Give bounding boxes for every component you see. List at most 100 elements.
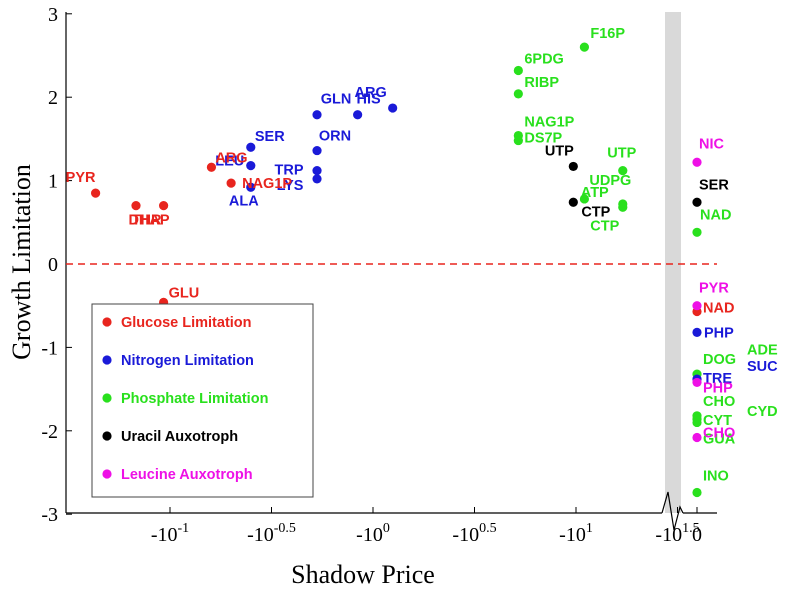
series-uracil: UTP CTP SER: [545, 143, 730, 220]
point-label: INO: [703, 469, 729, 485]
point-label: PYR: [699, 281, 729, 297]
legend-marker: [102, 317, 112, 327]
legend-box: [91, 303, 314, 498]
point-label: NAD: [703, 301, 734, 317]
data-point: [618, 165, 628, 176]
legend-label: Glucose Limitation: [121, 315, 252, 331]
series-phosphate: F16P6PDGRIBPNAG1PDS7PUTPATPCTPUDPGNADDOG…: [513, 26, 736, 498]
data-point: [312, 165, 322, 176]
legend-label: Nitrogen Limitation: [121, 353, 254, 369]
point-label: TRP: [275, 163, 304, 179]
y-tick-label: -2: [41, 421, 58, 443]
data-point: [513, 89, 523, 99]
data-point: [246, 182, 256, 192]
y-tick-label: -1: [41, 337, 58, 359]
point-label: NAG1P: [242, 176, 292, 192]
data-point: [312, 174, 322, 184]
point-label: ORN: [319, 129, 351, 145]
extra-label: CYD: [747, 404, 778, 420]
point-label: PHP: [704, 325, 734, 341]
point-label: CTP: [590, 218, 619, 234]
data-point: [312, 145, 322, 156]
x-axis-title: Shadow Price: [291, 560, 435, 589]
data-point: [513, 135, 523, 146]
point-label: ARG: [355, 85, 387, 101]
x-tick-label: -100.5: [452, 521, 496, 546]
data-point: [692, 157, 702, 167]
axes-layer: 3 2 1 0 -1 -2 -3 -101.5 -101 -100.5 -100 -10-0.5 -10…: [7, 4, 717, 589]
point-label: DHAP: [128, 213, 169, 229]
data-point: [513, 65, 523, 76]
point-label: UDPG: [589, 173, 631, 189]
y-tick-label: 2: [48, 87, 58, 109]
data-point: [90, 188, 101, 198]
y-tick-label: 0: [48, 254, 58, 276]
y-tick-label: 3: [48, 4, 58, 26]
point-label: PYR: [66, 170, 96, 186]
legend-marker: [102, 469, 112, 479]
data-point: [568, 197, 578, 207]
point-label: CHO: [703, 394, 735, 410]
point-label: PHP: [703, 380, 733, 396]
data-point: [692, 487, 702, 498]
point-label: ALA: [229, 193, 259, 209]
data-point: [246, 142, 256, 152]
y-axis-title: Growth Limitation: [7, 164, 36, 360]
point-label: GUA: [703, 431, 736, 447]
axis-break-bar: [665, 12, 681, 513]
data-point: [206, 162, 217, 172]
data-point: [692, 327, 702, 337]
point-label: F16P: [590, 26, 625, 42]
point-label: DOG: [703, 352, 736, 368]
point-label: THR: [132, 213, 162, 229]
x-tick-label: -10-1: [151, 521, 189, 546]
extra-label: ADE: [747, 342, 778, 358]
extra-label: SUC: [747, 359, 778, 375]
x-tick-label: -101: [559, 521, 593, 546]
point-label: SER: [699, 177, 729, 193]
point-label: CHO: [703, 425, 735, 441]
point-label: DS7P: [524, 131, 562, 147]
legend-marker: [102, 355, 112, 365]
point-label: UTP: [607, 146, 636, 162]
point-label: LEU: [215, 154, 244, 170]
point-label: 6PDG: [524, 52, 564, 68]
x-tick-label: -10-0.5: [247, 521, 296, 546]
data-point: [226, 178, 236, 188]
data-point: [131, 201, 141, 211]
point-label: NIC: [699, 136, 725, 152]
data-point: [246, 160, 256, 171]
point-label: TRE: [703, 371, 732, 387]
axis-break-symbol: [661, 491, 684, 531]
point-label: GLU: [169, 285, 200, 301]
data-point: [579, 194, 590, 204]
legend: Glucose Limitation Nitrogen Limitation Pho…: [91, 303, 314, 498]
point-label: LYS: [277, 178, 304, 194]
x-tick-label: 0: [692, 524, 702, 546]
point-label: NAG1P: [524, 115, 574, 131]
point-label: RIBP: [524, 75, 559, 91]
x-tick-label: -100: [356, 521, 390, 546]
data-point: [388, 103, 398, 113]
data-point: [692, 377, 702, 388]
point-label: CTP: [581, 204, 610, 220]
point-label: CYT: [703, 413, 732, 429]
data-point: [692, 197, 702, 207]
marks-layer: F16P6PDGRIBPNAG1PDS7PUTPATPCTPUDPGNADDOG…: [66, 26, 778, 498]
data-point: [312, 110, 322, 120]
legend-label: Phosphate Limitation: [121, 391, 268, 407]
y-tick-label: -3: [41, 504, 58, 526]
data-point: [692, 227, 702, 237]
data-point: [579, 42, 590, 52]
legend-marker: [102, 431, 112, 441]
point-label: GLN: [321, 92, 352, 108]
data-point: [692, 417, 702, 428]
legend-marker: [102, 393, 112, 403]
data-point: [692, 301, 702, 311]
point-label: ARG: [215, 150, 247, 166]
y-tick-label: 1: [48, 171, 58, 193]
